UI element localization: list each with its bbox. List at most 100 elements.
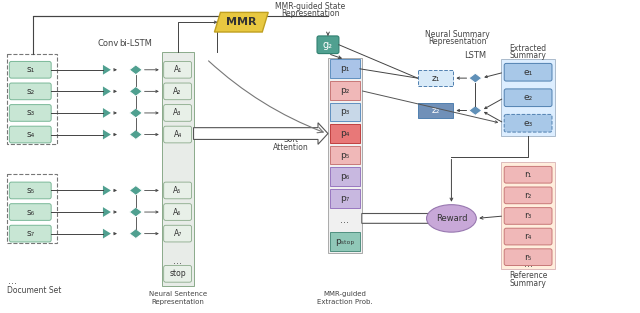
Polygon shape — [103, 186, 111, 195]
Text: Extraction Prob.: Extraction Prob. — [317, 299, 372, 305]
FancyBboxPatch shape — [504, 187, 552, 204]
Text: Document Set: Document Set — [8, 286, 61, 295]
Text: z₂: z₂ — [431, 106, 440, 115]
FancyBboxPatch shape — [164, 225, 191, 242]
FancyBboxPatch shape — [164, 61, 191, 78]
Polygon shape — [103, 207, 111, 217]
Bar — [330, 146, 360, 164]
Text: bi-LSTM: bi-LSTM — [120, 39, 152, 48]
Text: Conv: Conv — [97, 39, 118, 48]
Text: s₂: s₂ — [26, 87, 35, 96]
Polygon shape — [103, 65, 111, 75]
FancyBboxPatch shape — [164, 265, 191, 282]
Text: A₄: A₄ — [173, 130, 182, 139]
Polygon shape — [193, 123, 328, 144]
FancyBboxPatch shape — [10, 204, 51, 220]
FancyBboxPatch shape — [10, 182, 51, 199]
Text: s₇: s₇ — [26, 229, 35, 238]
Polygon shape — [103, 130, 111, 139]
FancyBboxPatch shape — [504, 208, 552, 224]
Text: A₆: A₆ — [173, 208, 182, 217]
Polygon shape — [129, 229, 142, 239]
FancyBboxPatch shape — [504, 115, 552, 132]
Text: r₁: r₁ — [524, 170, 532, 179]
FancyBboxPatch shape — [504, 64, 552, 81]
Text: Neural Summary: Neural Summary — [425, 30, 490, 39]
Polygon shape — [129, 186, 142, 195]
Text: MMR: MMR — [226, 17, 257, 27]
FancyBboxPatch shape — [10, 126, 51, 143]
Text: ...: ... — [524, 259, 532, 269]
Bar — [330, 189, 360, 208]
FancyBboxPatch shape — [504, 228, 552, 245]
FancyBboxPatch shape — [10, 225, 51, 242]
Bar — [330, 167, 360, 186]
Polygon shape — [103, 229, 111, 239]
Bar — [330, 103, 360, 121]
Text: e₃: e₃ — [524, 119, 532, 128]
Text: Reference: Reference — [509, 271, 547, 280]
Bar — [330, 124, 360, 143]
Text: s₁: s₁ — [26, 65, 35, 74]
Text: g₂: g₂ — [323, 40, 333, 50]
Text: p₅: p₅ — [340, 151, 349, 160]
Bar — [417, 70, 453, 86]
Bar — [501, 162, 555, 269]
Polygon shape — [129, 207, 142, 217]
Text: s₄: s₄ — [26, 130, 35, 139]
Text: MMR-guided: MMR-guided — [323, 291, 366, 297]
Text: stop: stop — [170, 269, 186, 278]
Polygon shape — [129, 65, 142, 75]
Polygon shape — [129, 108, 142, 118]
Bar — [328, 58, 362, 253]
Polygon shape — [103, 108, 111, 118]
Polygon shape — [129, 130, 142, 139]
FancyBboxPatch shape — [164, 204, 191, 220]
Ellipse shape — [426, 205, 476, 232]
FancyBboxPatch shape — [164, 126, 191, 143]
Bar — [330, 59, 360, 78]
Text: z₁: z₁ — [431, 74, 440, 83]
Text: A₁: A₁ — [173, 65, 182, 74]
Text: Representation: Representation — [281, 9, 339, 18]
FancyBboxPatch shape — [504, 249, 552, 265]
FancyBboxPatch shape — [10, 83, 51, 100]
Text: r₅: r₅ — [524, 253, 532, 262]
Text: s₅: s₅ — [26, 186, 35, 195]
Text: Soft: Soft — [284, 135, 299, 144]
Text: p₇: p₇ — [340, 194, 349, 203]
Polygon shape — [214, 13, 268, 32]
Text: MMR-guided State: MMR-guided State — [275, 3, 345, 12]
Text: A₂: A₂ — [173, 87, 182, 96]
Bar — [8, 174, 57, 243]
Text: r₃: r₃ — [524, 212, 532, 220]
Polygon shape — [362, 208, 435, 228]
Text: LSTM: LSTM — [464, 52, 486, 60]
Text: Neural Sentence: Neural Sentence — [148, 291, 207, 297]
Text: p₄: p₄ — [340, 129, 349, 138]
FancyBboxPatch shape — [164, 105, 191, 121]
Text: Representation: Representation — [151, 299, 204, 305]
Text: A₇: A₇ — [173, 229, 182, 238]
Bar — [8, 54, 57, 144]
Polygon shape — [469, 73, 482, 83]
Bar — [417, 103, 453, 118]
Text: e₂: e₂ — [524, 93, 532, 102]
Text: ...: ... — [8, 276, 17, 286]
Polygon shape — [129, 86, 142, 96]
Text: A₅: A₅ — [173, 186, 182, 195]
Text: ...: ... — [173, 256, 182, 266]
Text: p₂: p₂ — [340, 86, 349, 95]
FancyBboxPatch shape — [504, 89, 552, 106]
FancyBboxPatch shape — [504, 167, 552, 183]
Bar — [330, 81, 360, 100]
Text: r₄: r₄ — [524, 232, 532, 241]
Bar — [501, 59, 555, 136]
FancyBboxPatch shape — [164, 182, 191, 199]
Text: Attention: Attention — [273, 143, 309, 152]
Polygon shape — [469, 105, 482, 115]
Bar — [162, 52, 193, 286]
Text: s₆: s₆ — [26, 208, 35, 217]
FancyBboxPatch shape — [10, 61, 51, 78]
FancyBboxPatch shape — [10, 105, 51, 121]
